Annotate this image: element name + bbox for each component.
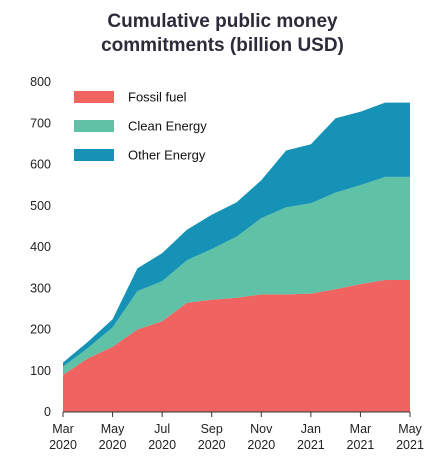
- legend-swatch-other-energy: [74, 149, 114, 161]
- x-tick-label-month: Nov: [250, 422, 273, 436]
- x-tick-label-month: Jul: [154, 422, 170, 436]
- y-tick-label-500: 500: [30, 199, 51, 213]
- x-tick-label-month: Jan: [301, 422, 321, 436]
- y-tick-label-300: 300: [30, 281, 51, 295]
- x-tick-label-year: 2020: [99, 438, 127, 452]
- area-fossil-fuel: [63, 280, 410, 412]
- x-tick-label-month: May: [398, 422, 422, 436]
- chart-title-line-1: Cumulative public money: [107, 11, 338, 32]
- y-tick-label-100: 100: [30, 364, 51, 378]
- y-tick-label-600: 600: [30, 158, 51, 172]
- x-tick-label-year: 2020: [247, 438, 275, 452]
- y-tick-label-400: 400: [30, 240, 51, 254]
- x-tick-label-year: 2021: [297, 438, 325, 452]
- legend-swatch-clean-energy: [74, 120, 114, 132]
- x-tick-label-month: May: [101, 422, 125, 436]
- legend-label-clean-energy: Clean Energy: [128, 119, 207, 134]
- area-other-energy: [63, 102, 410, 367]
- x-tick-label-month: Mar: [52, 422, 74, 436]
- y-tick-label-0: 0: [44, 405, 51, 419]
- x-tick-label-year: 2021: [347, 438, 375, 452]
- x-tick-label-year: 2020: [49, 438, 77, 452]
- x-tick-label-year: 2021: [396, 438, 424, 452]
- y-tick-label-800: 800: [30, 75, 51, 89]
- legend-label-other-energy: Other Energy: [128, 148, 206, 163]
- area-clean-energy: [63, 176, 410, 375]
- x-tick-label-year: 2020: [198, 438, 226, 452]
- y-tick-label-200: 200: [30, 323, 51, 337]
- chart-title-line-2: commitments (billion USD): [101, 35, 344, 56]
- y-tick-label-700: 700: [30, 116, 51, 130]
- x-tick-label-month: Sep: [201, 422, 223, 436]
- legend-label-fossil-fuel: Fossil fuel: [128, 90, 187, 105]
- x-tick-label-year: 2020: [148, 438, 176, 452]
- x-tick-label-month: Mar: [350, 422, 372, 436]
- chart-title: Cumulative public money commitments (bil…: [0, 10, 445, 58]
- legend-swatch-fossil-fuel: [74, 91, 114, 103]
